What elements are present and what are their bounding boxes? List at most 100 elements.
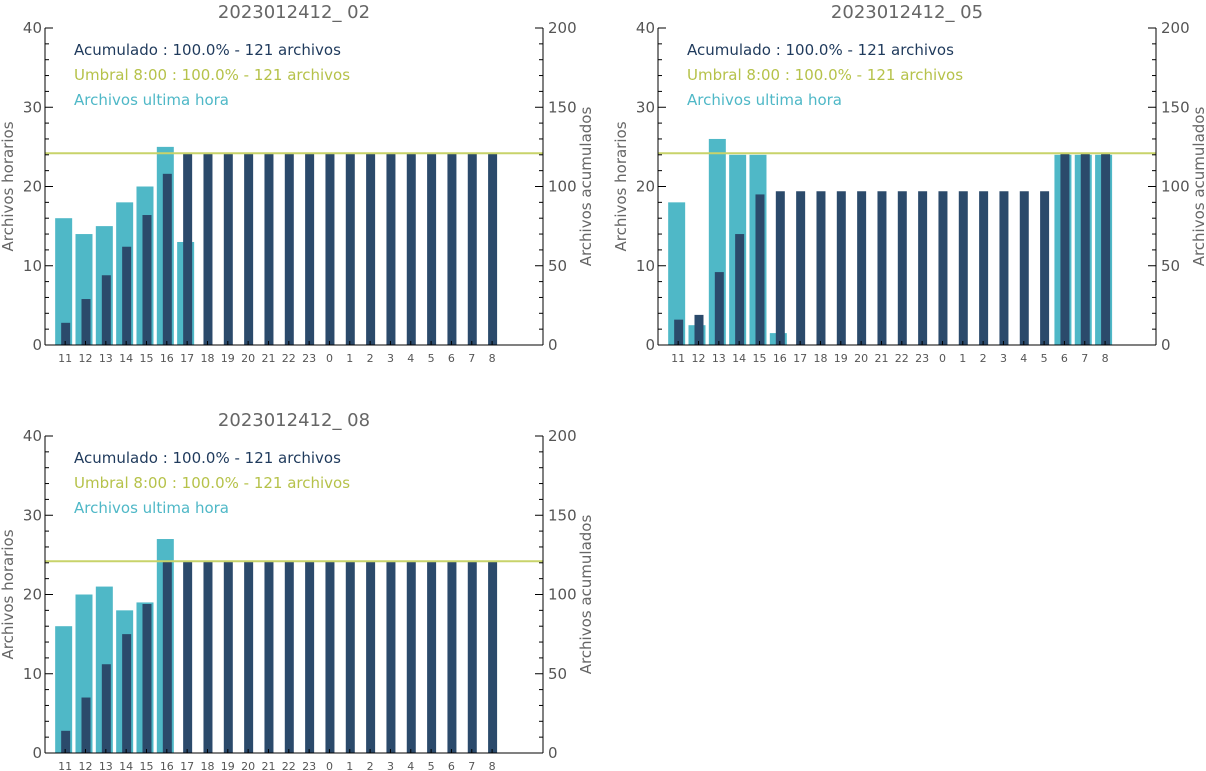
chart2-accumulated-bar-7 — [1080, 153, 1090, 345]
chart1-accumulated-bar-5 — [427, 153, 437, 345]
chart2-y2label: Archivos acumulados — [1190, 107, 1206, 267]
chart1-accumulated-bar-6 — [447, 153, 457, 345]
chart2-ytick-label-10: 10 — [636, 257, 655, 275]
chart1-legend-entry-2: Umbral 8:00 : 100.0% - 121 archivos — [74, 66, 350, 84]
chart2-accumulated-bar-21 — [877, 191, 887, 345]
chart2-xtick-label-16: 16 — [773, 352, 787, 365]
chart1-xtick-label-4: 4 — [407, 352, 414, 365]
chart3-title: 2023012412_ 08 — [218, 410, 370, 431]
chart1-xtick-label-18: 18 — [200, 352, 214, 365]
chart2-xtick-label-5: 5 — [1041, 352, 1048, 365]
chart1-xtick-label-17: 17 — [180, 352, 194, 365]
chart1-xtick-label-8: 8 — [489, 352, 496, 365]
chart1-accumulated-bar-21 — [264, 153, 274, 345]
chart1-ytick-label-0: 0 — [32, 336, 42, 354]
chart3-xtick-label-7: 7 — [468, 760, 475, 771]
chart1-accumulated-bar-4 — [406, 153, 416, 345]
chart2-accumulated-bar-2 — [979, 191, 989, 345]
chart2-title: 2023012412_ 05 — [831, 2, 983, 23]
chart1-y2tick-label-150: 150 — [548, 98, 577, 116]
chart1-accumulated-bar-15 — [142, 215, 152, 345]
chart3-xtick-label-6: 6 — [448, 760, 455, 771]
chart3-accumulated-bar-2 — [366, 561, 376, 753]
chart3-xtick-label-1: 1 — [346, 760, 353, 771]
chart2-xtick-label-6: 6 — [1061, 352, 1068, 365]
chart3-y2tick-label-100: 100 — [548, 586, 577, 604]
chart1-y2tick-label-50: 50 — [548, 257, 567, 275]
chart1-xtick-label-13: 13 — [99, 352, 113, 365]
chart1-accumulated-bar-20 — [244, 153, 254, 345]
chart3-xtick-label-12: 12 — [78, 760, 92, 771]
chart1-xtick-label-11: 11 — [58, 352, 72, 365]
chart2-ytick-label-30: 30 — [636, 98, 655, 116]
chart2-accumulated-bar-3 — [999, 191, 1009, 345]
chart2-xtick-label-4: 4 — [1020, 352, 1027, 365]
chart3-xtick-label-2: 2 — [367, 760, 374, 771]
chart1-xtick-label-20: 20 — [241, 352, 255, 365]
chart3-legend-entry-3: Archivos ultima hora — [74, 499, 229, 517]
chart1-xtick-label-12: 12 — [78, 352, 92, 365]
chart2-accumulated-bar-11 — [674, 319, 684, 345]
chart1-accumulated-bar-0 — [325, 153, 335, 345]
chart1-y2tick-label-0: 0 — [548, 336, 558, 354]
chart1-y2tick-label-200: 200 — [548, 19, 577, 37]
chart3-xtick-label-23: 23 — [302, 760, 316, 771]
chart3-xtick-label-16: 16 — [160, 760, 174, 771]
chart3-xtick-label-19: 19 — [221, 760, 235, 771]
chart1-accumulated-bar-17 — [183, 153, 193, 345]
chart1-ylabel: Archivos horarios — [0, 121, 17, 251]
chart1-xtick-label-22: 22 — [282, 352, 296, 365]
chart3-accumulated-bar-22 — [284, 561, 294, 753]
chart2-accumulated-bar-15 — [755, 194, 765, 345]
chart3-accumulated-bar-11 — [61, 730, 71, 753]
chart2-xtick-label-7: 7 — [1081, 352, 1088, 365]
chart2-ytick-label-20: 20 — [636, 178, 655, 196]
chart3-y2tick-label-50: 50 — [548, 665, 567, 683]
chart3-legend-entry-1: Acumulado : 100.0% - 121 archivos — [74, 449, 341, 467]
chart2-accumulated-bar-13 — [714, 272, 724, 345]
chart2-hourly-bar-11 — [668, 202, 686, 345]
chart3-xtick-label-8: 8 — [489, 760, 496, 771]
chart1-accumulated-bar-1 — [345, 153, 355, 345]
chart2-xtick-label-18: 18 — [813, 352, 827, 365]
chart3-xtick-label-3: 3 — [387, 760, 394, 771]
chart2-accumulated-bar-23 — [918, 191, 928, 345]
chart2-accumulated-bar-6 — [1060, 153, 1070, 345]
chart3-accumulated-bar-4 — [406, 561, 416, 753]
chart2-xtick-label-15: 15 — [752, 352, 766, 365]
chart2-accumulated-bar-20 — [857, 191, 867, 345]
chart1-hourly-bar-11 — [55, 218, 73, 345]
chart3-legend-entry-2: Umbral 8:00 : 100.0% - 121 archivos — [74, 474, 350, 492]
chart1-accumulated-bar-12 — [81, 299, 91, 345]
chart2-xtick-label-12: 12 — [691, 352, 705, 365]
chart2-y2tick-label-0: 0 — [1161, 336, 1171, 354]
chart1-y2tick-label-100: 100 — [548, 178, 577, 196]
chart2-xtick-label-1: 1 — [959, 352, 966, 365]
chart2-xtick-label-3: 3 — [1000, 352, 1007, 365]
chart1-accumulated-bar-2 — [366, 153, 376, 345]
chart1-xtick-label-2: 2 — [367, 352, 374, 365]
chart3-xtick-label-13: 13 — [99, 760, 113, 771]
chart1-accumulated-bar-18 — [203, 153, 213, 345]
chart3-xtick-label-15: 15 — [139, 760, 153, 771]
chart3-ytick-label-10: 10 — [23, 665, 42, 683]
chart3-ytick-label-20: 20 — [23, 586, 42, 604]
chart2-xtick-label-0: 0 — [939, 352, 946, 365]
chart2-y2tick-label-150: 150 — [1161, 98, 1190, 116]
chart3-y2label: Archivos acumulados — [577, 515, 595, 675]
chart2-xtick-label-20: 20 — [854, 352, 868, 365]
chart3-accumulated-bar-3 — [386, 561, 396, 753]
chart3-xtick-label-17: 17 — [180, 760, 194, 771]
chart3-xtick-label-4: 4 — [407, 760, 414, 771]
chart2-xtick-label-2: 2 — [980, 352, 987, 365]
chart3-ytick-label-40: 40 — [23, 427, 42, 445]
chart3-accumulated-bar-23 — [305, 561, 315, 753]
chart1-accumulated-bar-23 — [305, 153, 315, 345]
chart3-xtick-label-11: 11 — [58, 760, 72, 771]
chart1-xtick-label-19: 19 — [221, 352, 235, 365]
chart3-y2tick-label-200: 200 — [548, 427, 577, 445]
chart1-legend-entry-1: Acumulado : 100.0% - 121 archivos — [74, 41, 341, 59]
chart1-xtick-label-0: 0 — [326, 352, 333, 365]
chart1-accumulated-bar-3 — [386, 153, 396, 345]
